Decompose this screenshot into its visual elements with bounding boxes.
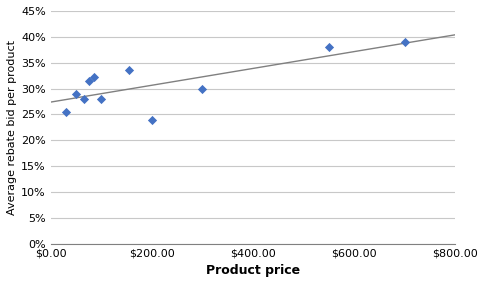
Point [79, 97, 87, 101]
Point [400, 40, 408, 44]
Point [97, 97, 105, 101]
Point [62, 110, 70, 114]
Y-axis label: Average rebate bid per product: Average rebate bid per product [7, 40, 17, 215]
Point [85, 78, 92, 83]
Point [125, 68, 133, 73]
Point [90, 75, 97, 80]
X-axis label: Product price: Product price [206, 264, 300, 277]
Point [72, 91, 80, 96]
Point [148, 117, 155, 122]
Point [198, 86, 206, 91]
Point [324, 45, 332, 49]
